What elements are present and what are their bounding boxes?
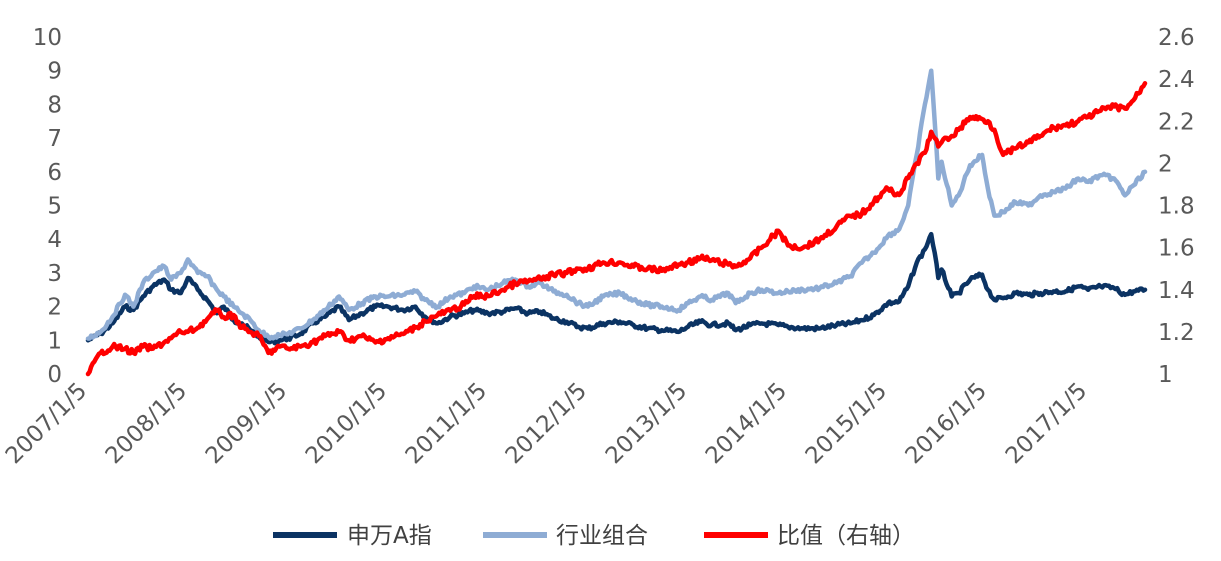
x-axis-tick-labels: 2007/1/5 2008/1/5 2009/1/5 2010/1/5 2011/1/5… bbox=[1, 378, 1092, 469]
right-axis-tick-label: 1.4 bbox=[1158, 278, 1195, 304]
left-axis-tick-label: 8 bbox=[47, 92, 62, 118]
x-axis-tick-label: 2009/1/5 bbox=[201, 378, 292, 469]
left-axis-tick-label: 2 bbox=[47, 295, 62, 321]
x-axis-tick-label: 2013/1/5 bbox=[601, 378, 692, 469]
left-axis-tick-label: 10 bbox=[33, 25, 62, 51]
x-axis-tick-label: 2014/1/5 bbox=[701, 378, 792, 469]
series-line bbox=[85, 231, 1148, 346]
left-axis-tick-label: 4 bbox=[47, 227, 62, 253]
left-axis-tick-label: 9 bbox=[47, 59, 62, 85]
x-axis-tick-label: 2017/1/5 bbox=[1001, 378, 1092, 469]
right-axis-tick-label: 1.2 bbox=[1158, 320, 1195, 346]
x-axis-tick-label: 2010/1/5 bbox=[301, 378, 392, 469]
legend-label: 比值（右轴） bbox=[777, 523, 915, 549]
legend-label: 申万A指 bbox=[347, 523, 432, 549]
x-axis-tick-label: 2007/1/5 bbox=[1, 378, 92, 469]
x-axis-tick-label: 2015/1/5 bbox=[801, 378, 892, 469]
right-axis-tick-label: 2.2 bbox=[1158, 109, 1195, 135]
right-axis-tick-label: 1 bbox=[1158, 362, 1173, 388]
right-axis-tick-label: 2.4 bbox=[1158, 67, 1195, 93]
legend: 申万A指 行业组合 比值（右轴） bbox=[273, 523, 915, 549]
right-axis-tick-labels: 1 1.2 1.4 1.6 1.8 2 2.2 2.4 2.6 bbox=[1158, 25, 1195, 388]
right-axis-tick-label: 1.6 bbox=[1158, 236, 1195, 262]
legend-label: 行业组合 bbox=[556, 523, 648, 549]
left-axis-tick-label: 7 bbox=[47, 126, 62, 152]
right-axis-tick-label: 2 bbox=[1158, 151, 1173, 177]
left-axis-tick-label: 0 bbox=[47, 362, 62, 388]
plot-lines bbox=[85, 68, 1148, 377]
right-axis-tick-label: 1.8 bbox=[1158, 194, 1195, 220]
left-axis-tick-labels: 0 1 2 3 4 5 6 7 8 9 10 bbox=[33, 25, 62, 388]
left-axis-tick-label: 6 bbox=[47, 160, 62, 186]
x-axis-tick-label: 2011/1/5 bbox=[401, 378, 492, 469]
series-line bbox=[85, 81, 1148, 377]
x-axis-tick-label: 2012/1/5 bbox=[501, 378, 592, 469]
left-axis-tick-label: 5 bbox=[47, 194, 62, 220]
series-line bbox=[85, 68, 1148, 341]
left-axis-tick-label: 3 bbox=[47, 261, 62, 287]
x-axis-tick-label: 2008/1/5 bbox=[101, 378, 192, 469]
left-axis-tick-label: 1 bbox=[47, 328, 62, 354]
x-axis-tick-label: 2016/1/5 bbox=[901, 378, 992, 469]
right-axis-tick-label: 2.6 bbox=[1158, 25, 1195, 51]
